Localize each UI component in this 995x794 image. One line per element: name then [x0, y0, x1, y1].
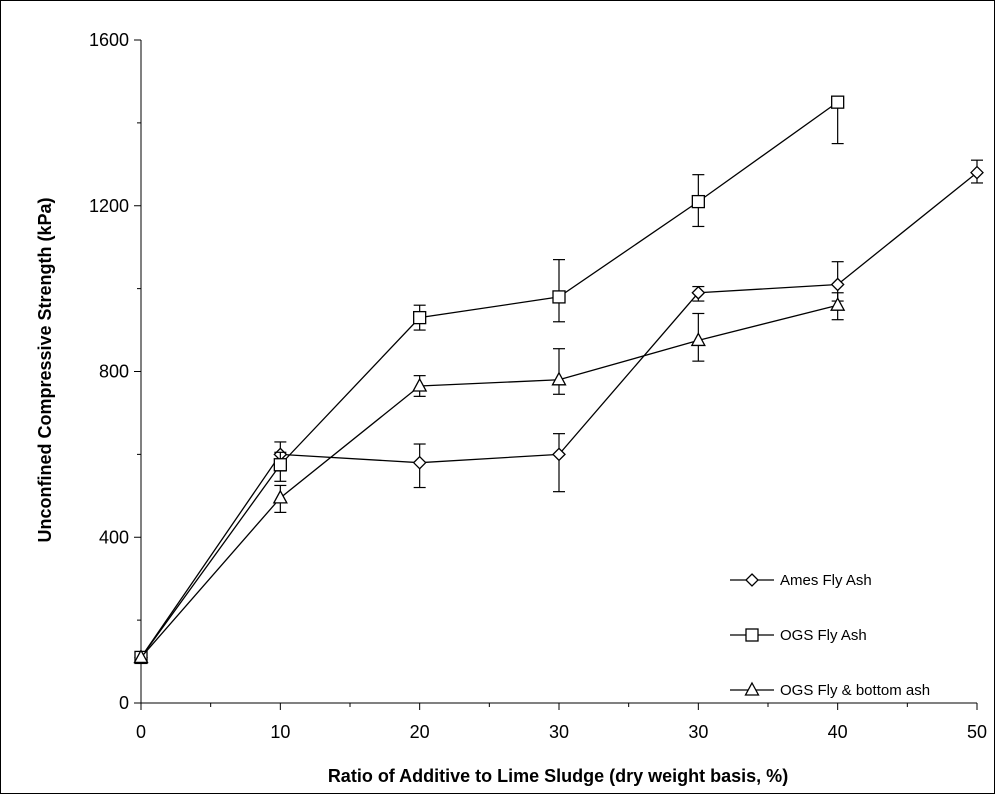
axes-group: 0 400 800 1200 1600 0 10 20 30 30 40 50: [89, 30, 987, 742]
legend-entry: OGS Fly Ash: [730, 627, 867, 644]
x-tick-label: 40: [828, 722, 848, 742]
y-axis-title: Unconfined Compressive Strength (kPa): [35, 197, 55, 542]
data-point-triangle: [551, 371, 567, 386]
x-tick-label: 10: [270, 722, 290, 742]
x-axis-title: Ratio of Additive to Lime Sludge (dry we…: [328, 766, 788, 786]
data-point-square: [691, 194, 705, 209]
data-point-triangle: [830, 296, 846, 311]
data-point-triangle: [412, 377, 428, 392]
y-tick-label: 1600: [89, 30, 129, 50]
data-point-diamond: [830, 277, 845, 292]
y-tick-label: 0: [119, 693, 129, 713]
legend-entry: Ames Fly Ash: [730, 572, 872, 589]
data-point-triangle: [272, 489, 288, 504]
series-line: [140, 304, 838, 658]
legend-entry: OGS Fly & bottom ash: [730, 681, 930, 699]
y-tick-label: 400: [99, 527, 129, 547]
data-point-diamond: [970, 165, 984, 180]
x-tick-label: 20: [410, 722, 430, 742]
data-point-triangle: [133, 649, 149, 664]
data-point-triangle: [690, 332, 706, 347]
y-tick-label: 1200: [89, 196, 129, 216]
data-point-diamond: [691, 285, 706, 300]
legend-label: OGS Fly Ash: [780, 627, 867, 644]
x-tick-label: 30: [688, 722, 708, 742]
series-group: [133, 95, 984, 665]
x-tick-label: 30: [549, 722, 569, 742]
data-point-square: [552, 290, 566, 304]
x-tick-label: 50: [967, 722, 987, 742]
legend-label: Ames Fly Ash: [780, 572, 872, 589]
x-tick-label: 0: [136, 722, 146, 742]
legend-marker-diamond: [745, 573, 759, 587]
series-diamond: [134, 159, 984, 665]
data-point-diamond: [412, 455, 427, 470]
y-tick-label: 800: [99, 362, 129, 382]
data-point-diamond: [552, 447, 566, 462]
legend-marker-square: [745, 628, 759, 642]
series-triangle: [133, 292, 846, 664]
data-point-square: [413, 310, 427, 325]
series-square: [134, 95, 845, 665]
legend-marker-triangle: [744, 681, 760, 696]
series-line: [140, 101, 839, 658]
data-point-square: [273, 458, 287, 472]
data-point-square: [831, 95, 845, 109]
legend: Ames Fly Ash OGS Fly Ash OGS Fly & bottom …: [730, 572, 930, 699]
legend-label: OGS Fly & bottom ash: [780, 682, 930, 699]
